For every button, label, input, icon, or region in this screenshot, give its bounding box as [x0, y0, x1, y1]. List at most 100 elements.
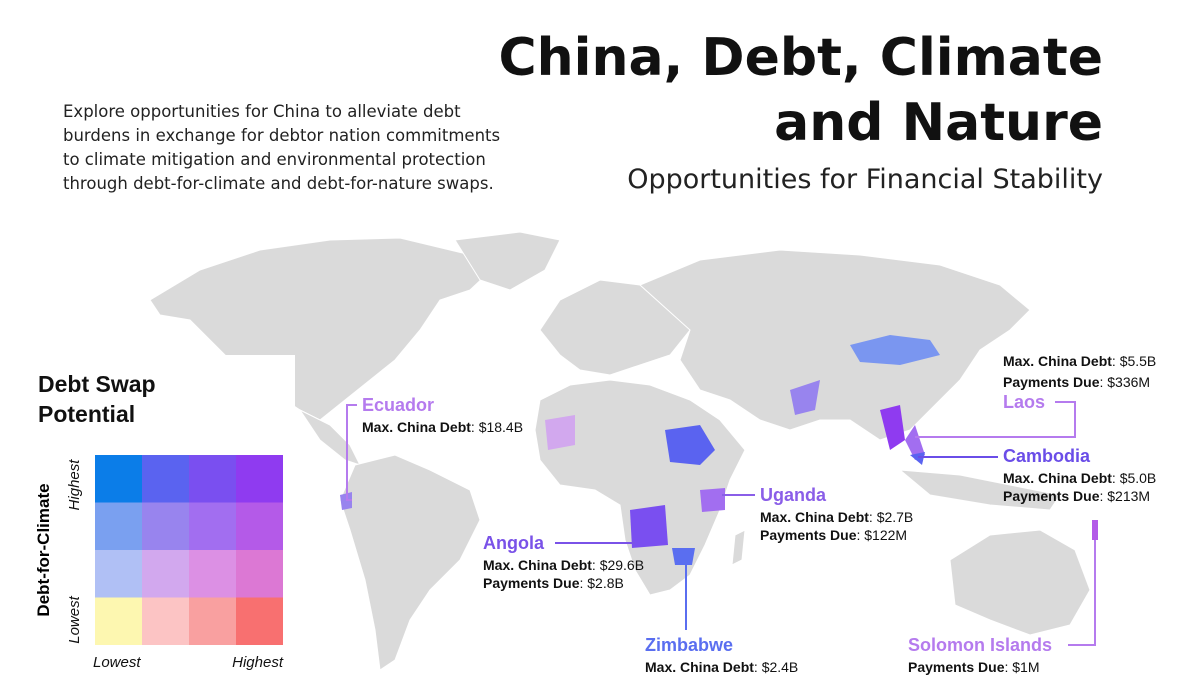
y-high: Highest	[66, 459, 83, 511]
country-name: Uganda	[760, 485, 827, 505]
field-label: Max. China Debt	[1003, 353, 1112, 369]
title: China, Debt, Climate	[498, 28, 1103, 88]
pakistan	[790, 380, 820, 415]
field-value: $2.8B	[587, 575, 624, 591]
southeast-asia	[898, 469, 1061, 511]
field-value: $29.6B	[600, 557, 644, 573]
field-value: $2.7B	[877, 509, 914, 525]
annotation-field: Payments Due: $336M	[1003, 374, 1150, 390]
annotation-field: Payments Due: $1M	[908, 659, 1040, 675]
field-label: Max. China Debt	[760, 509, 869, 525]
legend-cell	[142, 597, 189, 645]
map	[149, 231, 1098, 671]
sudan	[665, 425, 715, 465]
country-name: Angola	[483, 533, 545, 553]
intro-line: to climate mitigation and environmental …	[63, 150, 486, 169]
annotation-field: Max. China Debt: $5.0B	[1003, 470, 1156, 486]
legend-cell	[236, 502, 283, 550]
central-america	[298, 408, 361, 466]
y-low: Lowest	[66, 595, 83, 643]
leader-laos	[915, 401, 1076, 438]
legend-cell	[189, 550, 236, 598]
x-low: Lowest	[93, 654, 141, 671]
greenland	[454, 231, 561, 291]
annotations: Ecuador Max. China Debt: $18.4B Laos Max. C…	[362, 353, 1156, 675]
legend-cell	[142, 502, 189, 550]
south-america	[339, 454, 481, 671]
country-name: Laos	[1003, 392, 1045, 412]
cambodia	[910, 452, 925, 465]
annotation-field: Max. China Debt: $18.4B	[362, 419, 523, 435]
field-label: Payments Due	[483, 575, 580, 591]
field-value: $1M	[1012, 659, 1039, 675]
laos	[905, 425, 925, 460]
north-america	[149, 237, 502, 421]
country-name: Cambodia	[1003, 446, 1091, 466]
field-value: $336M	[1107, 374, 1150, 390]
legend-cell	[95, 502, 142, 550]
legend-cell	[236, 550, 283, 598]
x-high: Highest	[232, 654, 284, 671]
legend-grid	[95, 455, 283, 645]
angola	[630, 505, 668, 548]
field-label: Max. China Debt	[645, 659, 754, 675]
leader-lines	[346, 401, 1096, 646]
europe	[539, 279, 691, 376]
field-label: Payments Due	[1003, 374, 1100, 390]
madagascar	[731, 529, 746, 566]
field-label: Payments Due	[760, 527, 857, 543]
field-value: $213M	[1107, 488, 1150, 504]
legend-title: Potential	[38, 401, 135, 427]
asia	[639, 249, 1031, 441]
intro-line: burdens in exchange for debtor nation co…	[63, 126, 500, 145]
leader-solomon	[1068, 540, 1096, 646]
annotation-field: Max. China Debt: $2.7B	[760, 509, 913, 525]
west-africa	[545, 415, 575, 450]
legend-cell	[142, 455, 189, 503]
intro-line: Explore opportunities for China to allev…	[63, 102, 461, 121]
legend-title: Debt Swap	[38, 371, 156, 397]
legend-cell	[189, 455, 236, 503]
uganda	[700, 488, 725, 512]
annotation-field: Max. China Debt: $5.5B	[1003, 353, 1156, 369]
legend-cell	[142, 550, 189, 598]
field-label: Payments Due	[908, 659, 1005, 675]
legend-cell	[95, 455, 142, 503]
subtitle: Opportunities for Financial Stability	[627, 164, 1103, 195]
legend-cell	[189, 597, 236, 645]
annotation-field: Payments Due: $2.8B	[483, 575, 624, 591]
legend-cell	[236, 455, 283, 503]
title: and Nature	[774, 93, 1103, 153]
field-label: Max. China Debt	[362, 419, 471, 435]
intro-line: through debt-for-climate and debt-for-na…	[63, 174, 494, 193]
field-value: $5.0B	[1120, 470, 1157, 486]
country-name: Ecuador	[362, 395, 434, 415]
legend: Debt Swap Potential Debt-for-Climate Hig…	[25, 355, 295, 675]
y-axis-label: Debt-for-Climate	[34, 483, 53, 616]
annotation-field: Payments Due: $122M	[760, 527, 907, 543]
legend-cell	[95, 597, 142, 645]
field-value: $2.4B	[762, 659, 799, 675]
field-label: Max. China Debt	[483, 557, 592, 573]
field-label: Max. China Debt	[1003, 470, 1112, 486]
legend-cell	[236, 597, 283, 645]
legend-cell	[95, 550, 142, 598]
solomon-islands	[1092, 520, 1098, 540]
country-name: Solomon Islands	[908, 635, 1052, 655]
country-name: Zimbabwe	[645, 635, 733, 655]
leader-ecuador	[346, 404, 357, 501]
annotation-field: Max. China Debt: $2.4B	[645, 659, 798, 675]
annotation-field: Max. China Debt: $29.6B	[483, 557, 644, 573]
intro: Explore opportunities for China to allev…	[63, 102, 500, 193]
field-value: $122M	[864, 527, 907, 543]
annotation-field: Payments Due: $213M	[1003, 488, 1150, 504]
mongolia	[850, 335, 940, 365]
myanmar	[880, 405, 905, 450]
australia	[949, 529, 1091, 636]
legend-cell	[189, 502, 236, 550]
field-label: Payments Due	[1003, 488, 1100, 504]
field-value: $18.4B	[479, 419, 523, 435]
zimbabwe	[672, 548, 695, 565]
field-value: $5.5B	[1120, 353, 1157, 369]
